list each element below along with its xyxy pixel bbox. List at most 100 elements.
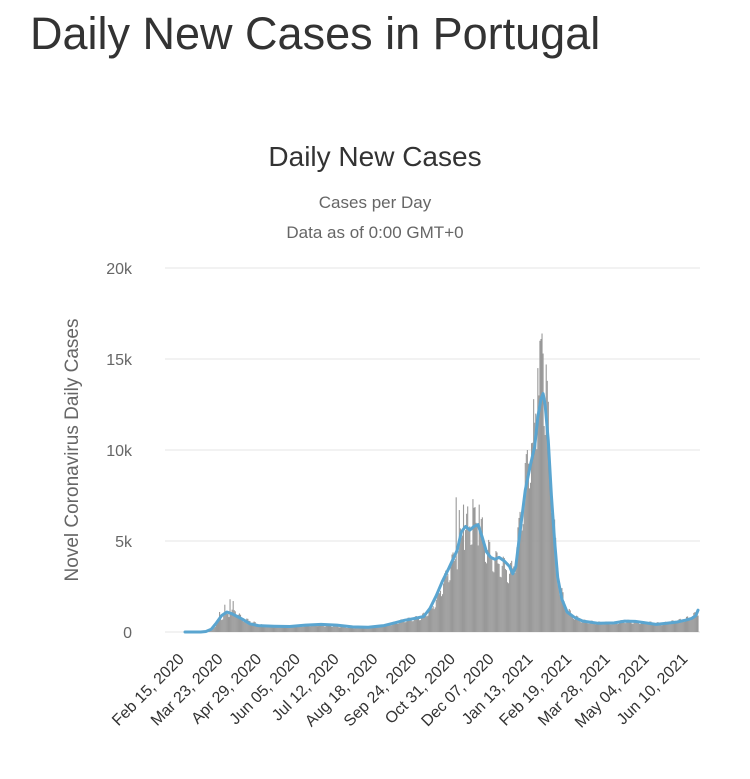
daily-cases-bar bbox=[221, 620, 223, 632]
daily-cases-bar bbox=[408, 617, 410, 632]
daily-cases-bar bbox=[515, 567, 517, 632]
daily-cases-bar bbox=[216, 621, 219, 632]
daily-cases-bar bbox=[392, 621, 394, 632]
daily-cases-bar bbox=[286, 626, 288, 632]
daily-cases-bar bbox=[293, 625, 295, 632]
daily-cases-bar bbox=[381, 625, 383, 632]
daily-cases-bar bbox=[372, 626, 375, 632]
daily-cases-bar bbox=[366, 627, 368, 632]
daily-cases-bar bbox=[280, 627, 282, 632]
daily-cases-bar bbox=[489, 542, 491, 632]
daily-cases-bar bbox=[535, 413, 537, 632]
daily-cases-bar bbox=[333, 625, 335, 632]
daily-cases-bar bbox=[442, 594, 444, 632]
daily-cases-bar bbox=[494, 560, 496, 632]
daily-cases-bar bbox=[359, 627, 361, 632]
daily-cases-bar bbox=[567, 610, 569, 632]
daily-cases-bar bbox=[490, 555, 492, 632]
daily-cases-bar bbox=[692, 616, 694, 632]
daily-cases-bar bbox=[526, 450, 528, 632]
daily-cases-bar bbox=[655, 623, 657, 632]
daily-cases-bar bbox=[587, 623, 589, 632]
daily-cases-bar bbox=[268, 625, 270, 632]
daily-cases-bar bbox=[635, 620, 637, 632]
daily-cases-bar bbox=[334, 624, 336, 632]
daily-cases-bar bbox=[552, 518, 555, 632]
daily-cases-bar bbox=[465, 530, 467, 632]
daily-cases-bar bbox=[367, 628, 369, 632]
daily-cases-bar bbox=[421, 616, 423, 632]
daily-cases-bar bbox=[413, 618, 415, 632]
daily-cases-bar bbox=[451, 554, 453, 632]
daily-cases-bar bbox=[360, 628, 362, 632]
daily-cases-bar bbox=[407, 617, 409, 632]
daily-cases-bar bbox=[483, 544, 486, 632]
daily-cases-bar bbox=[448, 582, 450, 632]
daily-cases-bar bbox=[658, 623, 660, 632]
daily-cases-bar bbox=[641, 620, 644, 632]
daily-cases-bar bbox=[326, 624, 328, 632]
daily-cases-bar bbox=[581, 622, 583, 632]
daily-cases-bar bbox=[690, 620, 692, 632]
daily-cases-bar bbox=[462, 504, 465, 632]
y-tick-label: 15k bbox=[106, 352, 133, 369]
daily-cases-bar bbox=[447, 573, 449, 632]
daily-cases-bar bbox=[625, 623, 627, 632]
daily-cases-bar bbox=[245, 620, 247, 632]
daily-cases-bar bbox=[643, 621, 645, 632]
daily-cases-bar bbox=[323, 626, 325, 632]
daily-cases-bar bbox=[539, 340, 541, 632]
daily-cases-bar bbox=[363, 626, 365, 632]
daily-cases-bar bbox=[370, 626, 372, 632]
daily-cases-bar bbox=[676, 623, 678, 632]
daily-cases-bar bbox=[653, 624, 655, 632]
daily-cases-bar bbox=[579, 619, 581, 632]
daily-cases-bar bbox=[252, 622, 254, 632]
daily-cases-bar bbox=[629, 621, 631, 632]
daily-cases-bar bbox=[580, 622, 582, 632]
daily-cases-bar bbox=[427, 615, 429, 632]
daily-cases-bar bbox=[640, 622, 643, 632]
daily-cases-bar bbox=[319, 623, 321, 632]
daily-cases-bar bbox=[338, 627, 340, 632]
daily-cases-bar bbox=[235, 615, 237, 632]
daily-cases-bar bbox=[487, 550, 489, 632]
daily-cases-bar bbox=[224, 604, 226, 632]
daily-cases-bar bbox=[424, 614, 426, 632]
daily-cases-bar bbox=[560, 590, 562, 632]
daily-cases-bar bbox=[657, 622, 659, 632]
daily-cases-bar bbox=[478, 504, 480, 632]
daily-cases-bar bbox=[617, 623, 620, 632]
daily-cases-bar bbox=[357, 626, 359, 632]
daily-cases-bar bbox=[488, 539, 490, 632]
daily-cases-bar bbox=[485, 563, 488, 632]
daily-cases-bar bbox=[588, 623, 590, 632]
daily-cases-bar bbox=[283, 625, 286, 632]
y-axis-label: Novel Coronavirus Daily Cases bbox=[62, 319, 83, 582]
daily-cases-bar bbox=[647, 624, 649, 632]
daily-cases-bar bbox=[532, 442, 534, 632]
daily-cases-bar bbox=[226, 613, 228, 632]
daily-cases-bar bbox=[468, 527, 470, 632]
daily-cases-bar bbox=[379, 625, 381, 632]
daily-cases-bar bbox=[607, 622, 609, 632]
daily-cases-bar bbox=[459, 528, 461, 632]
daily-cases-bar bbox=[503, 558, 505, 632]
daily-cases-bar bbox=[364, 626, 366, 632]
daily-cases-bar bbox=[267, 626, 269, 632]
daily-cases-bar bbox=[509, 573, 511, 632]
daily-cases-bar bbox=[400, 619, 402, 632]
daily-cases-bar bbox=[365, 627, 367, 632]
daily-cases-bar bbox=[516, 547, 518, 632]
gridlines bbox=[165, 267, 700, 633]
daily-cases-bar bbox=[612, 621, 614, 632]
daily-cases-bar bbox=[279, 627, 281, 632]
daily-cases-bar bbox=[255, 623, 257, 632]
daily-cases-bar bbox=[673, 621, 675, 632]
daily-cases-bar bbox=[513, 566, 515, 632]
daily-cases-bar bbox=[576, 615, 578, 632]
daily-cases-bar bbox=[220, 618, 222, 632]
daily-cases-bar bbox=[439, 590, 442, 632]
daily-cases-bar bbox=[480, 518, 482, 632]
daily-cases-bar bbox=[689, 617, 691, 632]
